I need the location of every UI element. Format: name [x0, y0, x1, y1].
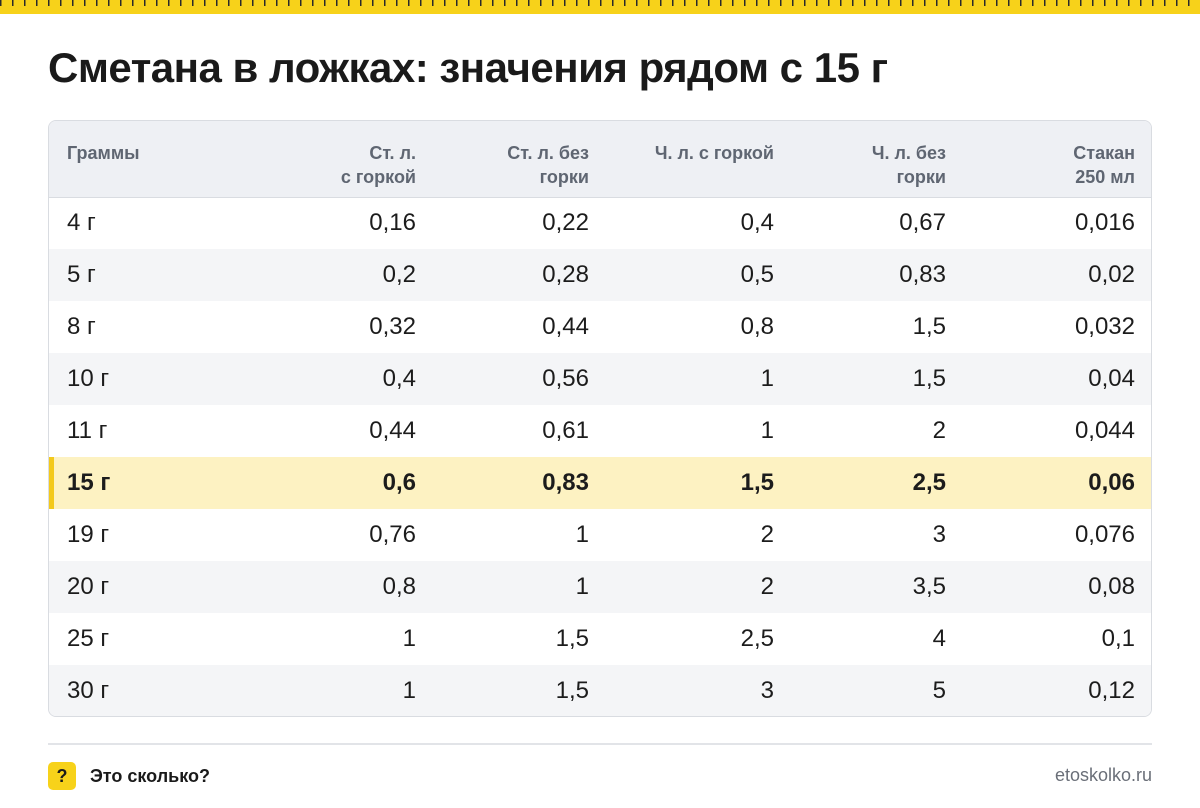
grams-cell: 11 г: [67, 417, 108, 444]
table-row: 11 г 0,44 0,61 1 2 0,044: [49, 405, 1151, 457]
value-cell: 0,076: [1074, 521, 1135, 548]
question-mark-icon: ?: [48, 762, 76, 790]
conversion-table-card: Граммы Ст. л. с горкой Ст. л. без горки Ч. л.…: [48, 120, 1152, 717]
value-cell: 0,016: [1074, 209, 1135, 237]
value-cell: 1,5: [555, 677, 589, 704]
grams-cell: 8 г: [67, 313, 96, 340]
column-header-line: Ст. л. без: [507, 143, 589, 163]
table-row: 25 г 1 1,5 2,5 4 0,1: [49, 613, 1151, 665]
value-cell: 0,02: [1088, 261, 1135, 288]
footer-divider: [48, 743, 1152, 745]
value-cell: 0,76: [369, 521, 416, 548]
value-cell: 0,4: [382, 365, 416, 392]
value-cell: 0,032: [1074, 313, 1135, 340]
table-row: 19 г 0,76 1 2 3 0,076: [49, 509, 1151, 561]
value-cell: 0,22: [542, 209, 589, 237]
value-cell: 2: [760, 573, 774, 600]
value-cell: 0,44: [542, 313, 589, 340]
value-cell: 0,12: [1088, 677, 1135, 704]
table-row: 30 г 1 1,5 3 5 0,12: [49, 665, 1151, 716]
column-header-line: Стакан: [1073, 143, 1135, 163]
value-cell: 0,6: [382, 469, 416, 496]
value-cell: 0,1: [1101, 625, 1135, 652]
column-header: Ст. л. с горкой: [281, 121, 416, 198]
table-row: 5 г 0,2 0,28 0,5 0,83 0,02: [49, 249, 1151, 301]
table-row: 10 г 0,4 0,56 1 1,5 0,04: [49, 353, 1151, 405]
value-cell: 5: [932, 677, 946, 704]
value-cell: 0,8: [382, 573, 416, 600]
value-cell: 0,83: [542, 469, 589, 496]
table-header-row: Граммы Ст. л. с горкой Ст. л. без горки Ч. л.…: [49, 121, 1151, 198]
value-cell: 0,2: [382, 261, 416, 288]
column-header: Стакан 250 мл: [946, 121, 1151, 198]
grams-cell: 19 г: [67, 521, 110, 548]
column-header: Ч. л. с горкой: [589, 121, 774, 198]
value-cell: 0,5: [740, 261, 774, 288]
column-header-line: Граммы: [67, 143, 140, 163]
table-row: 20 г 0,8 1 2 3,5 0,08: [49, 561, 1151, 613]
value-cell: 3: [932, 521, 946, 548]
column-header-line: Ч. л. с горкой: [654, 143, 774, 163]
value-cell: 1: [402, 677, 416, 704]
value-cell: 0,61: [542, 417, 589, 444]
value-cell: 0,04: [1088, 365, 1135, 392]
table-row: 8 г 0,32 0,44 0,8 1,5 0,032: [49, 301, 1151, 353]
value-cell: 0,32: [369, 313, 416, 340]
value-cell: 1: [402, 625, 416, 652]
value-cell: 1: [575, 521, 589, 548]
column-header-line: горки: [896, 167, 946, 187]
value-cell: 1: [575, 573, 589, 600]
grams-cell: 5 г: [67, 261, 96, 288]
value-cell: 1,5: [912, 313, 946, 340]
grams-cell: 10 г: [67, 365, 110, 392]
value-cell: 0,4: [740, 209, 774, 237]
grams-cell: 20 г: [67, 573, 110, 600]
grams-cell: 25 г: [67, 625, 110, 652]
column-header: Ст. л. без горки: [416, 121, 589, 198]
column-header: Граммы: [49, 121, 281, 198]
value-cell: 0,06: [1088, 469, 1135, 496]
value-cell: 0,67: [899, 209, 946, 237]
value-cell: 1: [760, 365, 774, 392]
value-cell: 0,044: [1074, 417, 1135, 444]
column-header-line: Ст. л.: [369, 143, 416, 163]
value-cell: 2,5: [912, 469, 946, 496]
ruler-strip: [0, 0, 1200, 14]
value-cell: 1,5: [555, 625, 589, 652]
value-cell: 2,5: [740, 625, 774, 652]
value-cell: 4: [932, 625, 946, 652]
value-cell: 0,56: [542, 365, 589, 392]
column-header: Ч. л. без горки: [774, 121, 946, 198]
grams-cell: 4 г: [67, 209, 96, 237]
value-cell: 2: [760, 521, 774, 548]
conversion-table: Граммы Ст. л. с горкой Ст. л. без горки Ч. л.…: [49, 121, 1151, 716]
column-header-line: Ч. л. без: [871, 143, 946, 163]
value-cell: 0,28: [542, 261, 589, 288]
value-cell: 1: [760, 417, 774, 444]
table-body: 4 г 0,16 0,22 0,4 0,67 0,016 5 г 0,2 0,28 0,5 0,83…: [49, 197, 1151, 716]
site-link[interactable]: etoskolko.ru: [1054, 765, 1152, 785]
value-cell: 3,5: [912, 573, 946, 600]
table-row: 4 г 0,16 0,22 0,4 0,67 0,016: [49, 197, 1151, 249]
grams-cell: 30 г: [67, 677, 110, 704]
value-cell: 0,08: [1088, 573, 1135, 600]
brand-name: Это сколько?: [90, 765, 210, 786]
value-cell: 3: [760, 677, 774, 704]
grams-cell: 15 г: [49, 457, 281, 509]
value-cell: 2: [932, 417, 946, 444]
value-cell: 0,8: [740, 313, 774, 340]
column-header-line: 250 мл: [1075, 167, 1135, 187]
table-row-highlighted: 15 г 0,6 0,83 1,5 2,5 0,06: [49, 457, 1151, 509]
value-cell: 0,44: [369, 417, 416, 444]
column-header-line: с горкой: [340, 167, 416, 187]
footer-brand: ? Это сколько?: [48, 762, 210, 790]
value-cell: 1,5: [912, 365, 946, 392]
value-cell: 0,83: [899, 261, 946, 288]
value-cell: 0,16: [369, 209, 416, 237]
value-cell: 1,5: [740, 469, 774, 496]
column-header-line: горки: [539, 167, 589, 187]
page-title: Сметана в ложках: значения рядом с 15 г: [48, 44, 888, 91]
